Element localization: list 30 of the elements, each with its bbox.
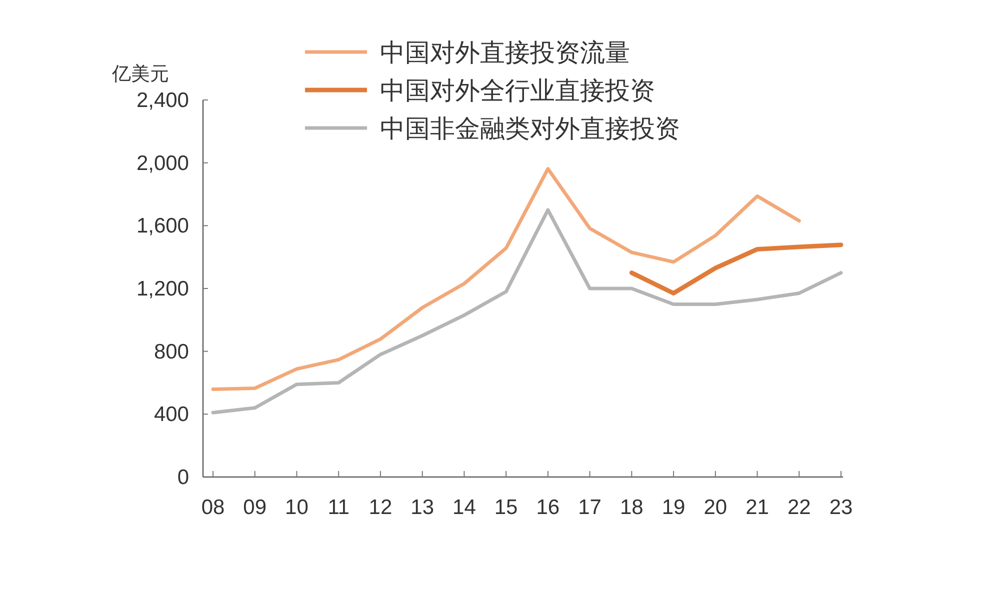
x-tick-label: 10 (285, 496, 308, 519)
x-tick-label: 22 (787, 496, 811, 519)
x-tick-label: 14 (452, 496, 476, 519)
x-tick-label: 11 (328, 496, 350, 519)
line-series (211, 208, 843, 414)
x-tick-label: 13 (410, 496, 434, 519)
line-series (211, 167, 801, 391)
x-tick-label: 15 (494, 496, 518, 519)
y-tick-label: 400 (154, 403, 189, 426)
x-tick-label: 12 (368, 496, 392, 519)
y-tick-label: 2,400 (136, 89, 189, 112)
legend-label: 中国对外全行业直接投资 (380, 77, 655, 105)
x-tick-label: 21 (746, 496, 769, 519)
x-tick-label: 16 (536, 496, 560, 519)
x-tick-label: 09 (243, 496, 267, 519)
x-tick-label: 18 (620, 496, 644, 519)
y-tick-label: 800 (154, 340, 189, 364)
y-tick-label: 1,600 (136, 214, 189, 238)
x-tick-label: 17 (578, 496, 602, 519)
x-tick-label: 19 (662, 496, 686, 519)
y-tick-label: 0 (177, 466, 189, 489)
legend-label: 中国非金融类对外直接投资 (380, 115, 680, 143)
x-tick-label: 08 (201, 496, 225, 519)
x-tick-label: 23 (829, 496, 853, 519)
x-tick-label: 20 (704, 496, 728, 519)
y-tick-label: 1,200 (136, 278, 189, 300)
line-series (629, 242, 844, 296)
y-axis-title: 亿美元 (111, 63, 169, 85)
y-tick-label: 2,000 (136, 152, 189, 175)
legend-label: 中国对外直接投资流量 (380, 39, 630, 67)
